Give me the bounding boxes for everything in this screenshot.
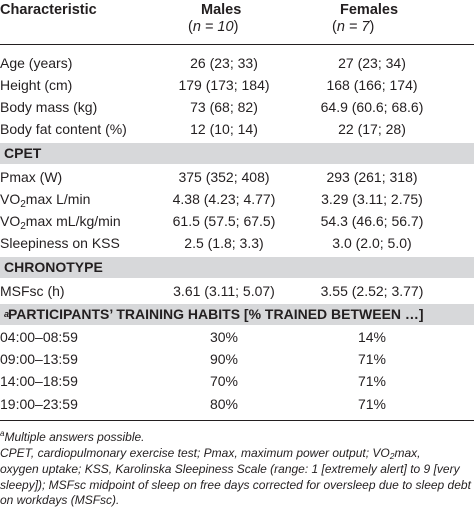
abbreviations-line-1: CPET, cardiopulmonary exercise test; Pma… xyxy=(0,446,474,463)
row-label: MSFsc (h) xyxy=(0,283,65,299)
table-row: 19:00–23:59 80% 71% xyxy=(0,393,474,415)
males-value: 80% xyxy=(209,396,239,412)
row-label: Age (years) xyxy=(0,55,73,71)
males-value: 30% xyxy=(209,329,239,345)
header-rule xyxy=(0,44,474,45)
females-value: 293 (261; 318) xyxy=(326,169,418,185)
footnote-a-text: Multiple answers possible. xyxy=(4,430,145,444)
females-value: 54.3 (46.6; 56.7) xyxy=(320,213,424,229)
males-value: 2.5 (1.8; 3.3) xyxy=(184,235,264,251)
males-value: 70% xyxy=(209,373,239,389)
males-value: 73 (68; 82) xyxy=(190,99,258,115)
table-row: 09:00–13:59 90% 71% xyxy=(0,348,474,370)
section-title: CPET xyxy=(4,145,42,161)
section-title: CHRONOTYPE xyxy=(4,259,103,275)
table-row: Sleepiness on KSS 2.5 (1.8; 3.3) 3.0 (2.… xyxy=(0,232,474,254)
row-label: 09:00–13:59 xyxy=(0,351,78,367)
row-label: Height (cm) xyxy=(0,77,73,93)
table-row: MSFsc (h) 3.61 (3.11; 5.07) 3.55 (2.52; … xyxy=(0,280,474,302)
row-label: Body fat content (%) xyxy=(0,121,127,137)
abbrev-subscript: 2 xyxy=(389,450,395,461)
header-females: Females xyxy=(340,2,399,18)
label-pre: VO xyxy=(0,213,21,229)
label-subscript: 2 xyxy=(20,199,26,210)
females-value: 3.29 (3.11; 2.75) xyxy=(321,191,423,207)
males-n-value: n = 10 xyxy=(192,19,234,35)
footnote-a-marker: a xyxy=(0,429,5,438)
females-value: 3.55 (2.52; 3.77) xyxy=(320,283,424,299)
females-value: 27 (23; 34) xyxy=(338,55,406,71)
footnote-marker: a xyxy=(4,309,10,319)
table-header: Characteristic Males (n = 10) Females (n… xyxy=(0,0,474,48)
abbrev-text: CPET, cardiopulmonary exercise test; Pma… xyxy=(0,445,390,460)
females-value: 168 (166; 174) xyxy=(326,77,418,93)
males-value: 375 (352; 408) xyxy=(178,169,270,185)
section-header-cpet: CPET xyxy=(0,143,474,164)
header-males-n: (n = 10) xyxy=(188,19,239,35)
label-subscript: 2 xyxy=(20,221,26,232)
males-value: 61.5 (57.5; 67.5) xyxy=(172,213,276,229)
label-pre: VO xyxy=(0,191,21,207)
females-value: 14% xyxy=(357,329,387,345)
females-value: 71% xyxy=(357,351,387,367)
table-footnotes: aMultiple answers possible. CPET, cardio… xyxy=(0,426,474,509)
section-title-text: PARTICIPANTS’ TRAINING HABITS [% TRAINED… xyxy=(8,306,424,322)
row-label: Sleepiness on KSS xyxy=(0,235,120,251)
table-row: Height (cm) 179 (173; 184) 168 (166; 174… xyxy=(0,74,474,96)
header-males: Males xyxy=(201,2,242,18)
row-label: 19:00–23:59 xyxy=(0,396,78,412)
abbrev-text-end: max, xyxy=(394,445,421,460)
table-row: Age (years) 26 (23; 33) 27 (23; 34) xyxy=(0,52,474,74)
abbreviations-line-4: on workdays (MSFsc). xyxy=(0,493,120,507)
males-value: 12 (10; 14) xyxy=(190,121,258,137)
females-value: 71% xyxy=(357,396,387,412)
table-row: 14:00–18:59 70% 71% xyxy=(0,370,474,392)
label-post: max L/min xyxy=(25,191,91,207)
row-label: VO2max mL/kg/min xyxy=(0,210,121,235)
table-row: Body fat content (%) 12 (10; 14) 22 (17;… xyxy=(0,118,474,140)
section-header-training: PARTICIPANTS’ TRAINING HABITS [% TRAINED… xyxy=(0,304,474,325)
females-value: 3.0 (2.0; 5.0) xyxy=(332,235,412,251)
section-title: PARTICIPANTS’ TRAINING HABITS [% TRAINED… xyxy=(4,304,424,329)
males-value: 3.61 (3.11; 5.07) xyxy=(173,283,275,299)
header-characteristic: Characteristic xyxy=(0,2,97,18)
table-row: VO2max mL/kg/min 61.5 (57.5; 67.5) 54.3 … xyxy=(0,210,474,232)
males-value: 26 (23; 33) xyxy=(190,55,258,71)
table-bottom-rule xyxy=(0,420,474,421)
table-row: VO2max L/min 4.38 (4.23; 4.77) 3.29 (3.1… xyxy=(0,188,474,210)
row-label: Body mass (kg) xyxy=(0,99,98,115)
table-row: Body mass (kg) 73 (68; 82) 64.9 (60.6; 6… xyxy=(0,96,474,118)
section-header-chronotype: CHRONOTYPE xyxy=(0,257,474,278)
females-n-value: n = 7 xyxy=(336,19,370,35)
table-row: 04:00–08:59 30% 14% xyxy=(0,326,474,348)
header-females-n: (n = 7) xyxy=(332,19,375,35)
table-row: Pmax (W) 375 (352; 408) 293 (261; 318) xyxy=(0,166,474,188)
row-label: 14:00–18:59 xyxy=(0,373,78,389)
males-value: 179 (173; 184) xyxy=(178,77,270,93)
abbreviations-line-3: sleepy]); MSFsc midpoint of sleep on fre… xyxy=(0,477,471,492)
females-value: 64.9 (60.6; 68.6) xyxy=(320,99,424,115)
label-post: max mL/kg/min xyxy=(25,213,121,229)
footnote-a: aMultiple answers possible. xyxy=(0,426,474,446)
males-value: 90% xyxy=(209,351,239,367)
row-label: Pmax (W) xyxy=(0,169,63,185)
males-value: 4.38 (4.23; 4.77) xyxy=(172,191,276,207)
females-value: 22 (17; 28) xyxy=(338,121,406,137)
row-label: VO2max L/min xyxy=(0,188,90,213)
females-value: 71% xyxy=(357,373,387,389)
row-label: 04:00–08:59 xyxy=(0,329,78,345)
abbreviations-line-2: oxygen uptake; KSS, Karolinska Sleepines… xyxy=(0,462,460,476)
